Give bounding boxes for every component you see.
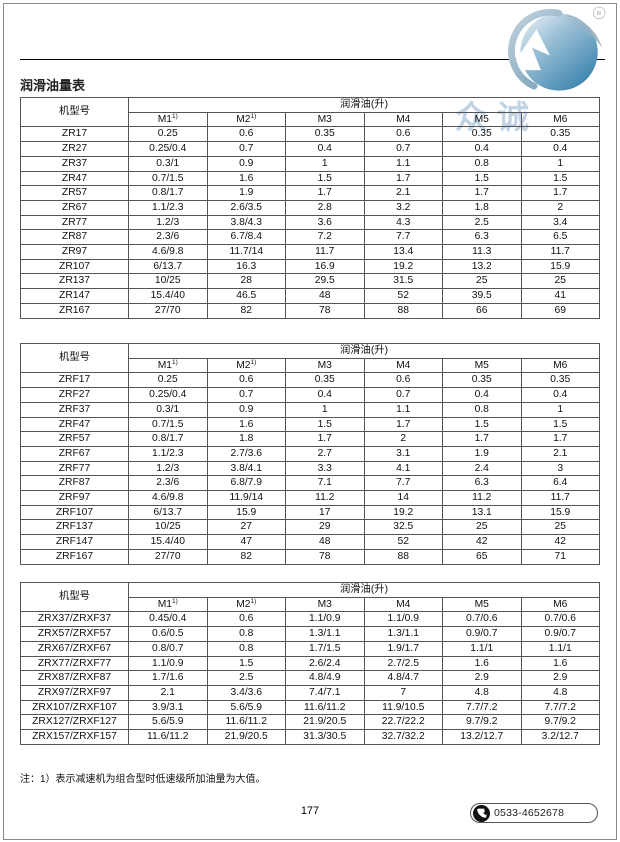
svg-text:R: R bbox=[597, 11, 601, 17]
